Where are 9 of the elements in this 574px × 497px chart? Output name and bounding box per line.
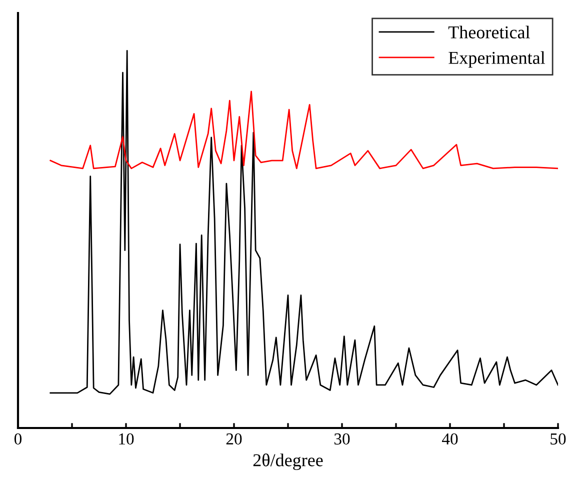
x-tick-label: 0 xyxy=(14,433,22,445)
legend-label: Theoretical xyxy=(448,26,530,38)
x-tick-label: 50 xyxy=(550,433,566,445)
x-tick-label: 20 xyxy=(226,433,242,445)
x-tick-label: 40 xyxy=(442,433,458,445)
x-tick-label: 30 xyxy=(334,433,350,445)
legend-label: Experimental xyxy=(448,51,545,68)
x-tick-label: 10 xyxy=(119,433,134,445)
x-axis-title: 2θ/degree xyxy=(253,454,323,470)
